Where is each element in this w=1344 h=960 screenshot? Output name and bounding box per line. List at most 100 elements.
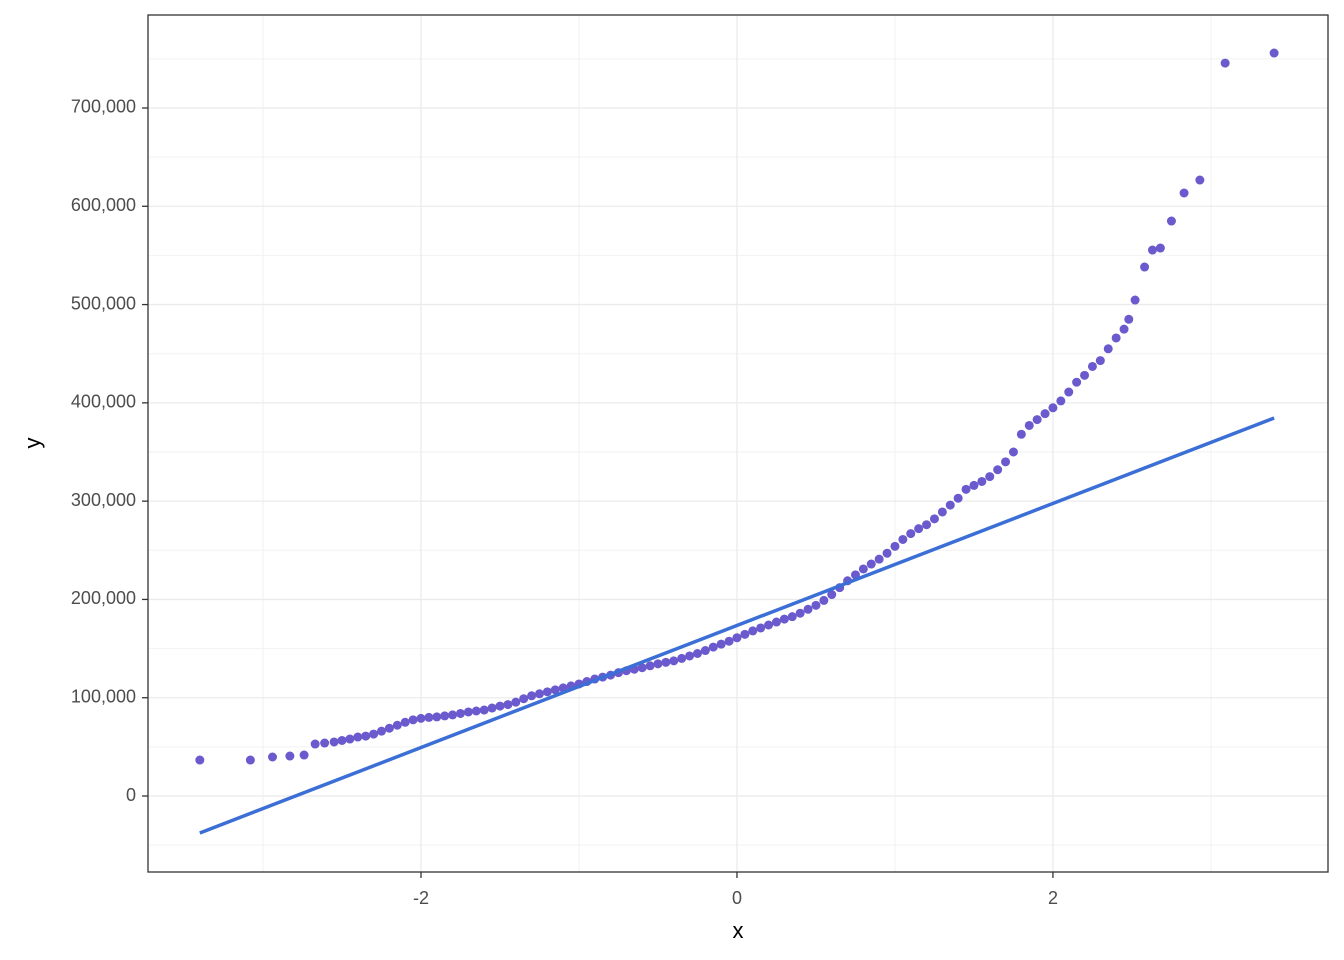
point <box>329 737 339 747</box>
y-tick-label: 200,000 <box>71 588 136 608</box>
point <box>1195 175 1205 185</box>
point <box>764 620 774 630</box>
y-tick-label: 0 <box>126 785 136 805</box>
y-tick-label: 700,000 <box>71 97 136 117</box>
point <box>1269 48 1279 58</box>
point <box>819 595 829 605</box>
point <box>285 751 295 761</box>
point <box>534 689 544 699</box>
point <box>299 750 309 760</box>
point <box>267 752 277 762</box>
point <box>961 484 971 494</box>
y-tick-label: 400,000 <box>71 392 136 412</box>
point <box>1087 361 1097 371</box>
point <box>519 694 529 704</box>
point <box>1048 403 1058 413</box>
point <box>400 717 410 727</box>
point <box>1095 356 1105 366</box>
point <box>993 465 1003 475</box>
point <box>898 534 908 544</box>
point <box>424 712 434 722</box>
marks <box>195 48 1279 835</box>
point <box>550 685 560 695</box>
y-axis-title: y <box>20 438 45 449</box>
point <box>1130 295 1140 305</box>
point <box>685 651 695 661</box>
point <box>740 629 750 639</box>
point <box>653 659 663 669</box>
point <box>771 617 781 627</box>
point <box>645 661 655 671</box>
plot-background <box>148 15 1328 872</box>
point <box>377 726 387 736</box>
point <box>866 559 876 569</box>
point <box>795 608 805 618</box>
grid <box>148 15 1328 872</box>
y-tick-label: 100,000 <box>71 686 136 706</box>
point <box>310 739 320 749</box>
point <box>503 700 513 710</box>
point <box>922 520 932 530</box>
point <box>914 524 924 534</box>
point <box>708 642 718 652</box>
point <box>937 507 947 517</box>
point <box>384 723 394 733</box>
plot-border <box>147 14 1329 873</box>
point <box>440 711 450 721</box>
point <box>1056 396 1066 406</box>
point <box>487 703 497 713</box>
point <box>1008 447 1018 457</box>
point <box>479 705 489 715</box>
point <box>1103 344 1113 354</box>
point <box>953 493 963 503</box>
point <box>471 706 481 716</box>
point <box>245 755 255 765</box>
point <box>661 657 671 667</box>
point <box>1124 314 1134 324</box>
point <box>1119 324 1129 334</box>
y-tick-label: 500,000 <box>71 293 136 313</box>
x-tick-label: 2 <box>1048 888 1058 908</box>
point <box>361 731 371 741</box>
point <box>874 554 884 564</box>
point <box>929 514 939 524</box>
x-axis-title: x <box>733 918 744 943</box>
point <box>637 663 647 673</box>
point <box>882 548 892 558</box>
point <box>779 614 789 624</box>
point <box>1072 377 1082 387</box>
point <box>455 708 465 718</box>
point <box>1016 429 1026 439</box>
point <box>337 735 347 745</box>
point <box>811 600 821 610</box>
point <box>985 472 995 482</box>
point <box>408 715 418 725</box>
point <box>1166 216 1176 226</box>
point <box>345 734 355 744</box>
point <box>977 476 987 486</box>
point <box>353 732 363 742</box>
y-tick-label: 600,000 <box>71 195 136 215</box>
point <box>1001 457 1011 467</box>
point <box>669 656 679 666</box>
point <box>1140 262 1150 272</box>
point <box>1080 370 1090 380</box>
y-tick-label: 300,000 <box>71 490 136 510</box>
point <box>1147 245 1157 255</box>
point <box>827 590 837 600</box>
point <box>416 713 426 723</box>
reference-line <box>199 416 1275 835</box>
point <box>906 529 916 539</box>
point <box>1024 420 1034 430</box>
point <box>858 564 868 574</box>
point <box>1032 415 1042 425</box>
point <box>432 712 442 722</box>
axes: -2 0 2 0 100,000 200,000 300,000 400,000 500,000… <box>71 97 1058 908</box>
point <box>692 648 702 658</box>
point <box>732 633 742 643</box>
point <box>511 697 521 707</box>
point <box>724 636 734 646</box>
point <box>756 623 766 633</box>
point <box>527 691 537 701</box>
